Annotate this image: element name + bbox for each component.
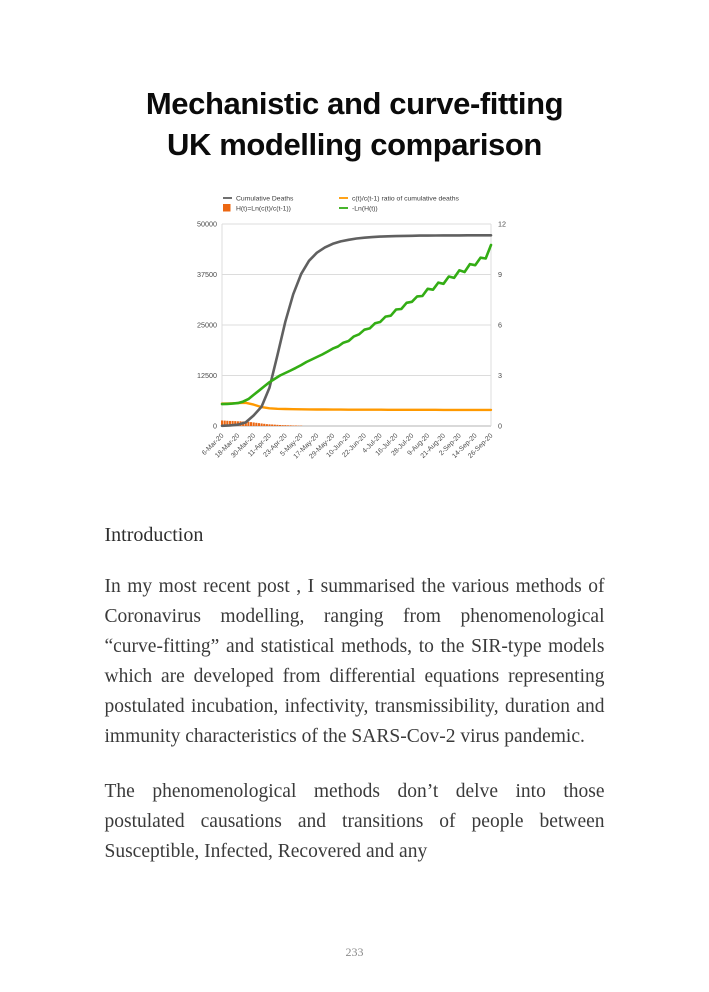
left-axis-tick-label: 0 xyxy=(213,421,217,430)
series-bar-h-t xyxy=(233,420,236,426)
legend-label: Cumulative Deaths xyxy=(236,195,294,202)
series-bar-h-t xyxy=(225,420,228,426)
series-bar-h-t xyxy=(246,421,249,426)
right-axis-tick-label: 3 xyxy=(498,371,502,380)
series-bar-h-t xyxy=(281,424,284,426)
section-heading: Introduction xyxy=(104,523,204,546)
series-bar-h-t xyxy=(254,422,257,426)
series-bar-h-t xyxy=(265,423,268,426)
series-bar-h-t xyxy=(294,425,297,426)
page-title-line-1: Mechanistic and curve-fitting xyxy=(145,86,564,121)
paragraph-2: The phenomenological methods don’t delve… xyxy=(104,780,605,862)
series-bar-h-t xyxy=(257,422,260,426)
series-bar-h-t xyxy=(270,424,273,426)
page-number: 233 xyxy=(345,945,364,959)
series-bar-h-t xyxy=(231,420,234,426)
page-title-line-2: UK modelling comparison xyxy=(167,126,542,162)
series-bar-h-t xyxy=(220,420,223,426)
legend-label: c(t)/c(t-1) ratio of cumulative deaths xyxy=(352,195,459,202)
uk-deaths-chart-figure: 0 12500 25000 37500 50000 0 3 6 9 12 6-Mar-20 18-Ma… xyxy=(190,188,520,480)
series-line-3 xyxy=(220,243,492,406)
right-axis-tick-label: 9 xyxy=(498,270,502,279)
series-bar-h-t xyxy=(273,424,276,426)
page-title: Mechanistic and curve-fitting UK modelli… xyxy=(40,84,669,166)
series-bar-h-t xyxy=(278,424,281,426)
series-line-2 xyxy=(220,401,492,411)
left-axis-tick-label: 37500 xyxy=(197,270,217,279)
legend-label: -Ln(H(t)) xyxy=(352,205,378,212)
series-bar-h-t xyxy=(267,424,271,426)
left-axis-tick-label: 12500 xyxy=(197,371,217,380)
series-bar-h-t xyxy=(244,421,247,426)
right-axis-tick-label: 0 xyxy=(498,421,502,430)
series-bar-h-t xyxy=(262,423,265,426)
legend-square-icon xyxy=(222,203,230,212)
series-bar-h-t xyxy=(228,420,231,426)
series-bar-h-t xyxy=(260,423,263,426)
series-bar-h-t xyxy=(275,424,278,426)
series-bar-h-t xyxy=(286,425,289,426)
series-line-0 xyxy=(220,233,492,427)
series-bar-h-t xyxy=(283,424,286,426)
right-axis-tick-label: 6 xyxy=(498,320,502,329)
paragraph-1: In my most recent post , I summarised th… xyxy=(104,575,605,747)
legend-label: H(t)=Ln(c(t)/c(t-1)) xyxy=(236,205,291,212)
left-axis-tick-label: 25000 xyxy=(197,320,217,329)
series-bar-h-t xyxy=(252,422,255,426)
series-bar-h-t xyxy=(223,420,226,426)
left-axis-tick-label: 50000 xyxy=(197,219,217,228)
body-content: Introduction In my most recent post , I … xyxy=(105,524,605,867)
series-bar-h-t xyxy=(249,421,252,426)
right-axis-tick-label: 12 xyxy=(498,219,506,228)
series-bar-h-t xyxy=(291,425,294,426)
series-bar-h-t xyxy=(289,425,292,426)
uk-deaths-chart-canvas: 0125002500037500500000369126-Mar-2018-Ma… xyxy=(197,195,506,460)
